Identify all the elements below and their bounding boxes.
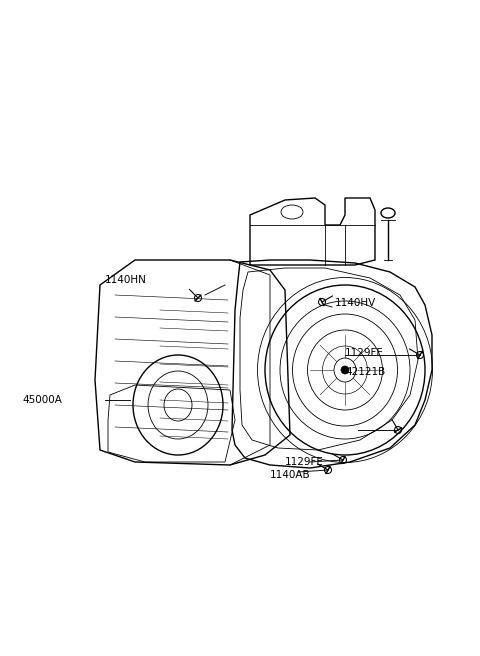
Text: 45000A: 45000A xyxy=(22,395,62,405)
Text: 1129FE: 1129FE xyxy=(345,348,384,358)
Text: 1129FE: 1129FE xyxy=(285,457,324,467)
Text: 1140AB: 1140AB xyxy=(270,470,311,480)
Text: 1140HN: 1140HN xyxy=(105,275,147,285)
Ellipse shape xyxy=(341,366,349,374)
Text: 42121B: 42121B xyxy=(345,367,385,377)
Text: 1140HV: 1140HV xyxy=(335,298,376,308)
